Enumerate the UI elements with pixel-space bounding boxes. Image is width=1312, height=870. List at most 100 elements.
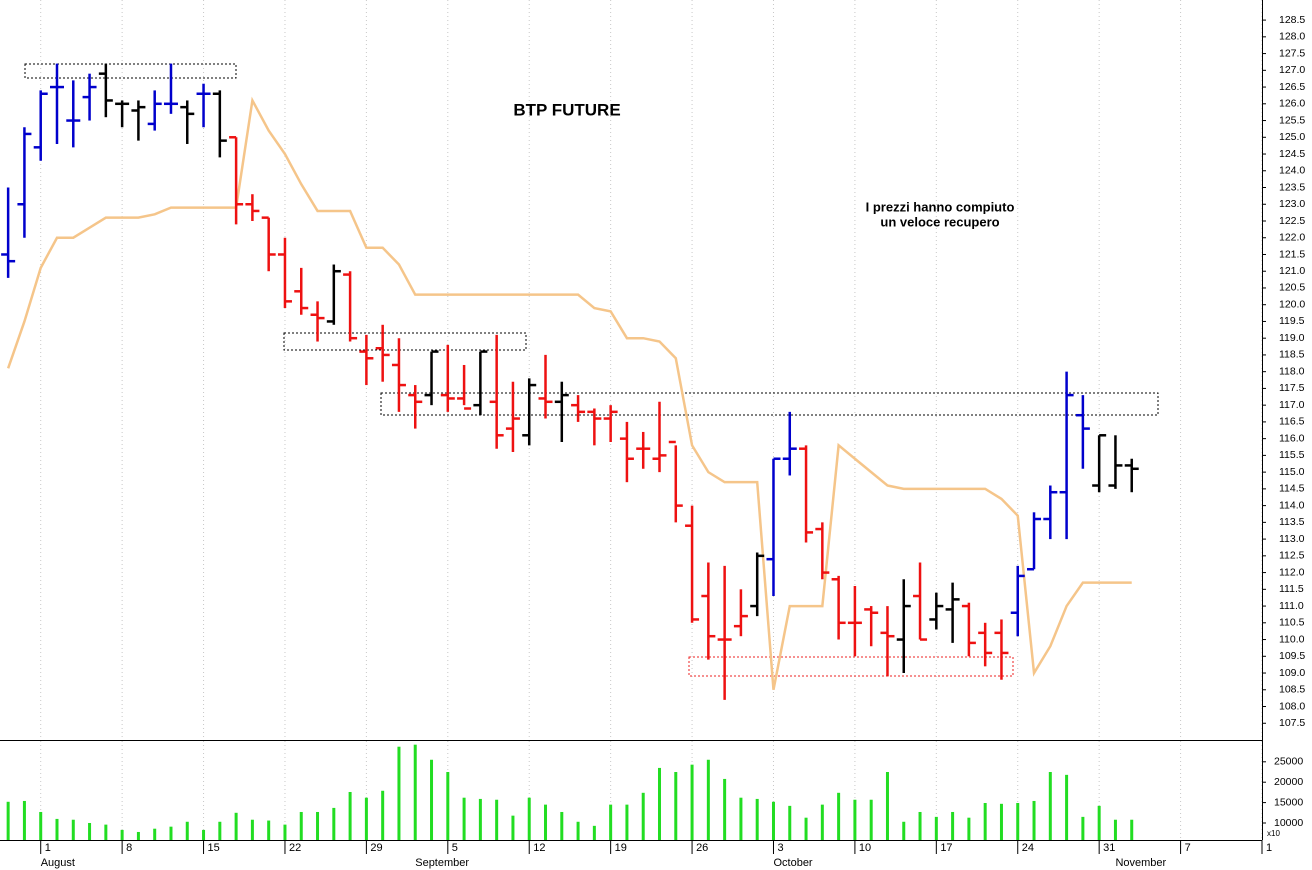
volume-bar — [1097, 805, 1101, 840]
annotation: un veloce recupero — [880, 214, 999, 229]
volume-bar — [625, 804, 629, 840]
volume-bar — [332, 807, 336, 840]
volume-bar — [185, 821, 189, 840]
y-tick-label: 108.0 — [1279, 700, 1305, 712]
y-tick-label: 119.5 — [1279, 315, 1305, 327]
volume-bar — [511, 815, 515, 840]
volume-bar — [1130, 819, 1134, 840]
y-tick-label: 121.5 — [1279, 248, 1305, 260]
x-tick-label: 1 — [1266, 842, 1272, 854]
volume-bar — [462, 797, 466, 840]
volume-bar — [934, 816, 938, 840]
y-tick-label: 20000 — [1274, 776, 1303, 788]
volume-bar — [39, 811, 43, 840]
volume-bar — [495, 799, 499, 840]
range-box — [688, 656, 1014, 677]
volume-bar — [576, 821, 580, 840]
volume-bar — [234, 812, 238, 840]
volume-bar — [983, 803, 987, 840]
volume-bar — [706, 759, 710, 840]
y-tick-label: 123.5 — [1279, 181, 1305, 193]
volume-bar — [771, 801, 775, 840]
volume-bar — [609, 804, 613, 840]
x-tick-label: 3 — [777, 842, 783, 854]
y-tick-label: 114.0 — [1279, 499, 1305, 511]
y-tick-label: 120.0 — [1279, 298, 1305, 310]
y-tick-label: 128.0 — [1279, 31, 1305, 43]
y-tick-label: 118.0 — [1279, 365, 1305, 377]
y-tick-label: 120.5 — [1279, 282, 1305, 294]
volume-bar — [690, 764, 694, 840]
x-tick-label: 12 — [533, 842, 545, 854]
volume-bar — [1113, 819, 1117, 840]
y-tick-label: 116.5 — [1279, 416, 1305, 428]
x-tick-label: 15 — [208, 842, 220, 854]
month-label: August — [41, 857, 75, 869]
y-tick-label: 123.0 — [1279, 198, 1305, 210]
y-tick-label: 115.5 — [1279, 449, 1305, 461]
y-tick-label: 109.5 — [1279, 650, 1305, 662]
x-tick-label: 31 — [1103, 842, 1115, 854]
x-tick-label: 19 — [615, 842, 627, 854]
y-tick-label: 122.0 — [1279, 232, 1305, 244]
volume-bar — [641, 792, 645, 840]
volume-bar — [837, 792, 841, 840]
y-tick-label: 110.5 — [1279, 617, 1305, 629]
volume-bar — [853, 799, 857, 840]
volume-bar — [755, 798, 759, 840]
volume-unit: x10 — [1267, 829, 1280, 838]
x-tick-label: 17 — [940, 842, 952, 854]
volume-bar — [999, 803, 1003, 840]
y-tick-label: 113.0 — [1279, 533, 1305, 545]
volume-bar — [299, 811, 303, 840]
volume-bar — [22, 800, 26, 840]
volume-bar — [723, 778, 727, 840]
volume-bar — [316, 811, 320, 840]
volume-bar — [6, 801, 10, 840]
x-tick-label: 24 — [1022, 842, 1034, 854]
volume-bar — [478, 798, 482, 840]
volume-bar — [527, 797, 531, 840]
volume-bar — [202, 829, 206, 840]
y-tick-label: 10000 — [1274, 817, 1303, 829]
y-tick-label: 126.5 — [1279, 81, 1305, 93]
volume-bar — [967, 817, 971, 840]
y-tick-label: 124.0 — [1279, 165, 1305, 177]
annotation: I prezzi hanno compiuto — [866, 199, 1015, 214]
chart-title: BTP FUTURE — [513, 100, 620, 119]
volume-bar — [1081, 816, 1085, 840]
volume-bar — [267, 820, 271, 840]
y-tick-label: 109.0 — [1279, 667, 1305, 679]
y-tick-label: 112.5 — [1279, 550, 1305, 562]
volume-bar — [885, 772, 889, 840]
volume-bar — [804, 817, 808, 840]
volume-bar — [71, 819, 75, 840]
volume-bar — [250, 819, 254, 840]
x-tick-label: 8 — [126, 842, 132, 854]
x-tick-label: 7 — [1185, 842, 1191, 854]
volume-bar — [120, 829, 124, 840]
volume-bar — [446, 772, 450, 840]
volume-bar — [1032, 800, 1036, 840]
volume-bar — [657, 767, 661, 840]
range-box — [283, 332, 527, 351]
y-tick-label: 113.5 — [1279, 516, 1305, 528]
y-tick-label: 127.0 — [1279, 64, 1305, 76]
volume-bar — [674, 772, 678, 840]
y-tick-label: 124.5 — [1279, 148, 1305, 160]
x-tick-label: 1 — [45, 842, 51, 854]
y-tick-label: 116.0 — [1279, 432, 1305, 444]
volume-bar — [592, 825, 596, 840]
y-tick-label: 121.0 — [1279, 265, 1305, 277]
volume-bar — [413, 744, 417, 840]
volume-bar — [397, 746, 401, 840]
volume-bar — [88, 822, 92, 840]
y-tick-label: 126.0 — [1279, 98, 1305, 110]
volume-bar — [348, 791, 352, 840]
y-tick-label: 111.0 — [1279, 600, 1304, 612]
x-tick-label: 22 — [289, 842, 301, 854]
volume-bar — [55, 818, 59, 840]
y-tick-label: 15000 — [1274, 796, 1303, 808]
